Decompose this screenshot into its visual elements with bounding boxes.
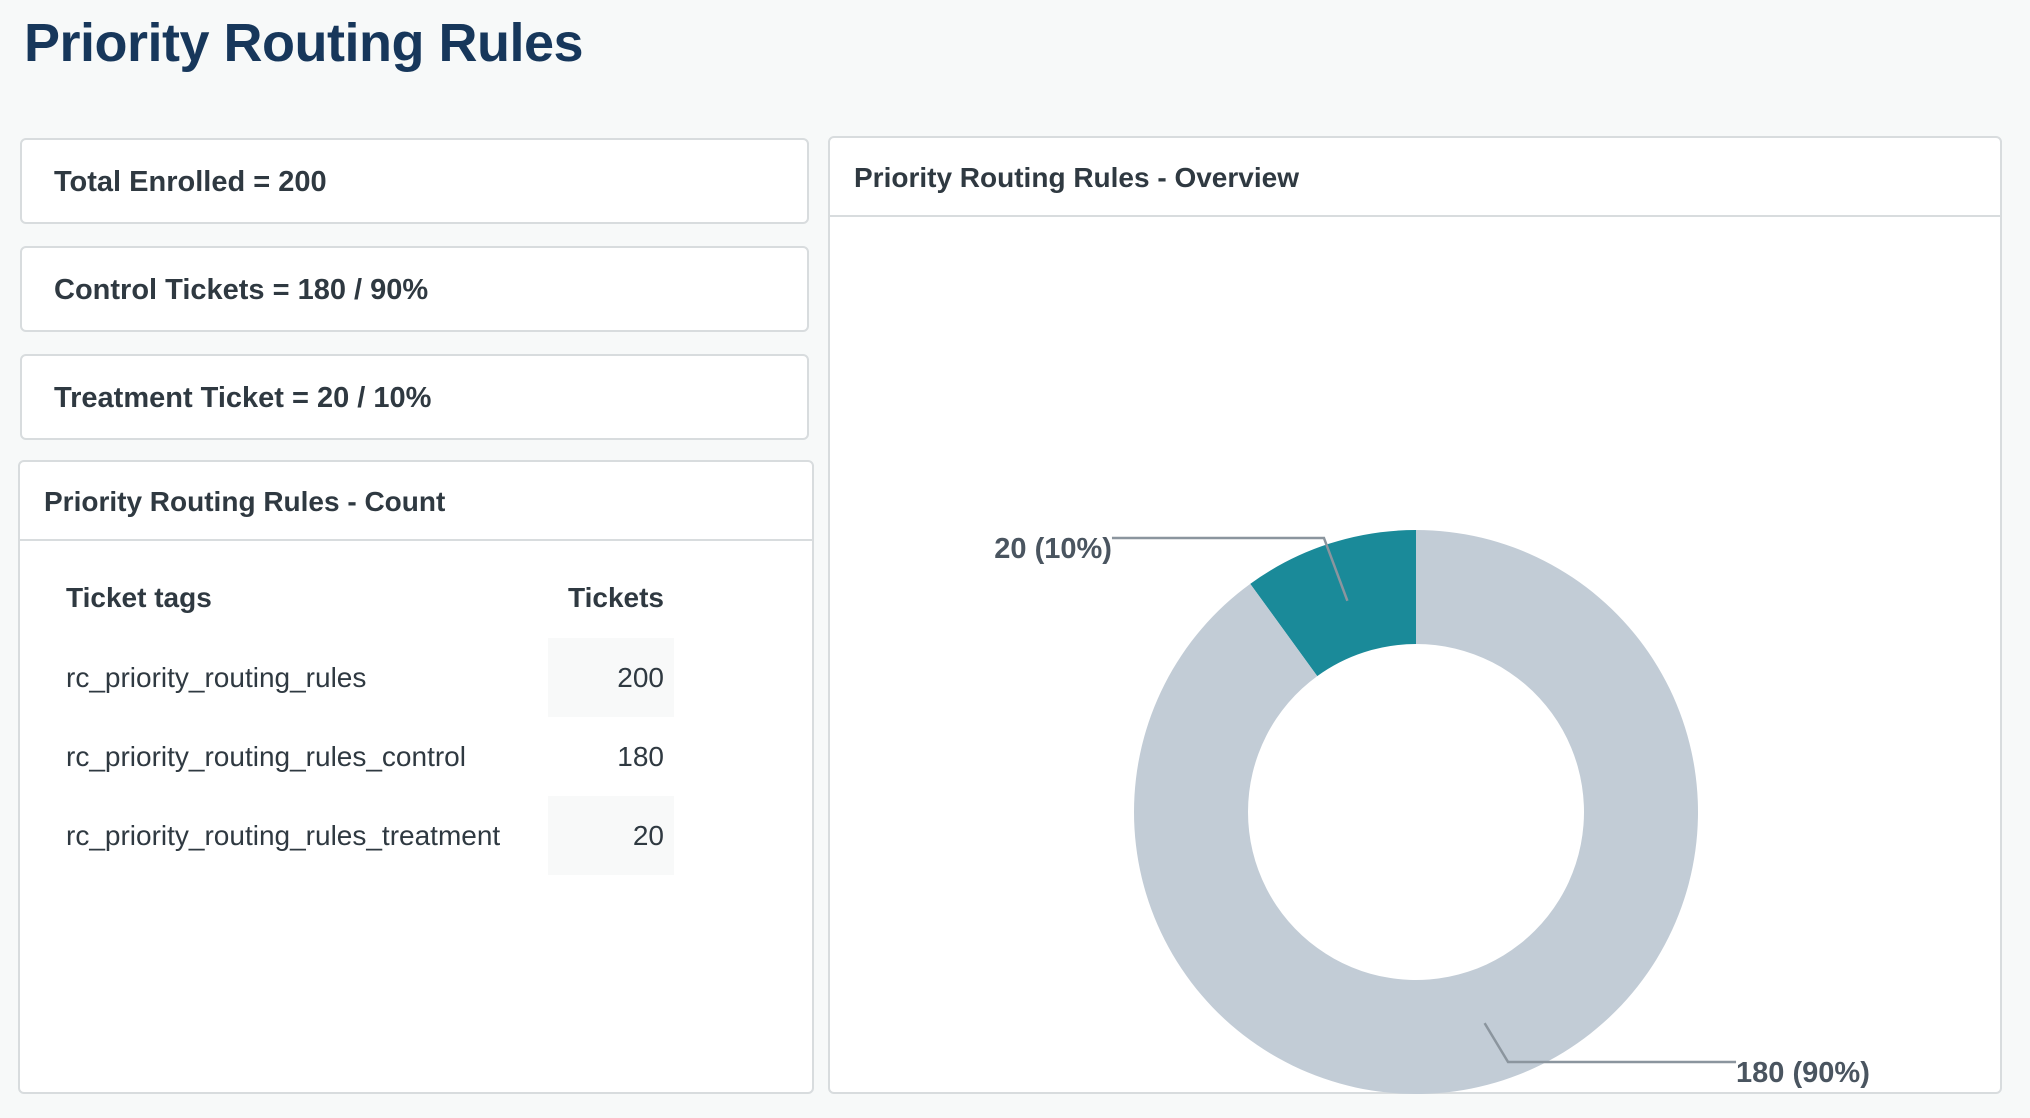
table-row: rc_priority_routing_rules_treatment 20 — [44, 796, 674, 875]
overview-panel: Priority Routing Rules - Overview 20 (10… — [828, 136, 2002, 1094]
donut-slice[interactable] — [1134, 530, 1698, 1094]
row-tickets: 180 — [617, 740, 664, 772]
table-row: rc_priority_routing_rules_control 180 — [44, 717, 674, 796]
count-table: Ticket tags Tickets rc_priority_routing_… — [44, 558, 674, 875]
row-tag: rc_priority_routing_rules_control — [66, 740, 466, 772]
table-row: rc_priority_routing_rules 200 — [44, 638, 674, 717]
control-tickets-card: Control Tickets = 180 / 90% — [20, 246, 809, 332]
count-panel-title: Priority Routing Rules - Count — [44, 486, 446, 517]
count-panel: Priority Routing Rules - Count Ticket ta… — [18, 460, 814, 1094]
label-leader-line — [1483, 1022, 1737, 1064]
row-tickets: 200 — [548, 638, 674, 717]
donut-slice[interactable] — [1250, 530, 1416, 677]
slice-data-label: 180 (90%) — [1736, 1057, 1870, 1089]
overview-panel-header: Priority Routing Rules - Overview — [830, 138, 2000, 217]
row-tickets: 20 — [548, 796, 674, 875]
label-leader-line — [1111, 536, 1349, 602]
treatment-ticket-label: Treatment Ticket = 20 / 10% — [54, 382, 432, 414]
treatment-ticket-card: Treatment Ticket = 20 / 10% — [20, 354, 809, 440]
control-tickets-label: Control Tickets = 180 / 90% — [54, 274, 429, 306]
count-panel-header: Priority Routing Rules - Count — [20, 462, 812, 541]
donut-chart: 20 (10%) 180 (90%) — [994, 530, 1870, 1094]
table-header-row: Ticket tags Tickets — [44, 558, 674, 638]
slice-data-label: 20 (10%) — [994, 533, 1112, 565]
column-header-tickets[interactable]: Tickets — [568, 582, 664, 613]
row-tag: rc_priority_routing_rules_treatment — [66, 819, 501, 851]
page-title: Priority Routing Rules — [24, 13, 584, 73]
column-header-tags[interactable]: Ticket tags — [66, 582, 212, 613]
total-enrolled-card: Total Enrolled = 200 — [20, 138, 809, 224]
row-tag: rc_priority_routing_rules — [66, 661, 367, 693]
total-enrolled-label: Total Enrolled = 200 — [54, 166, 327, 198]
overview-panel-title: Priority Routing Rules - Overview — [854, 162, 1299, 193]
